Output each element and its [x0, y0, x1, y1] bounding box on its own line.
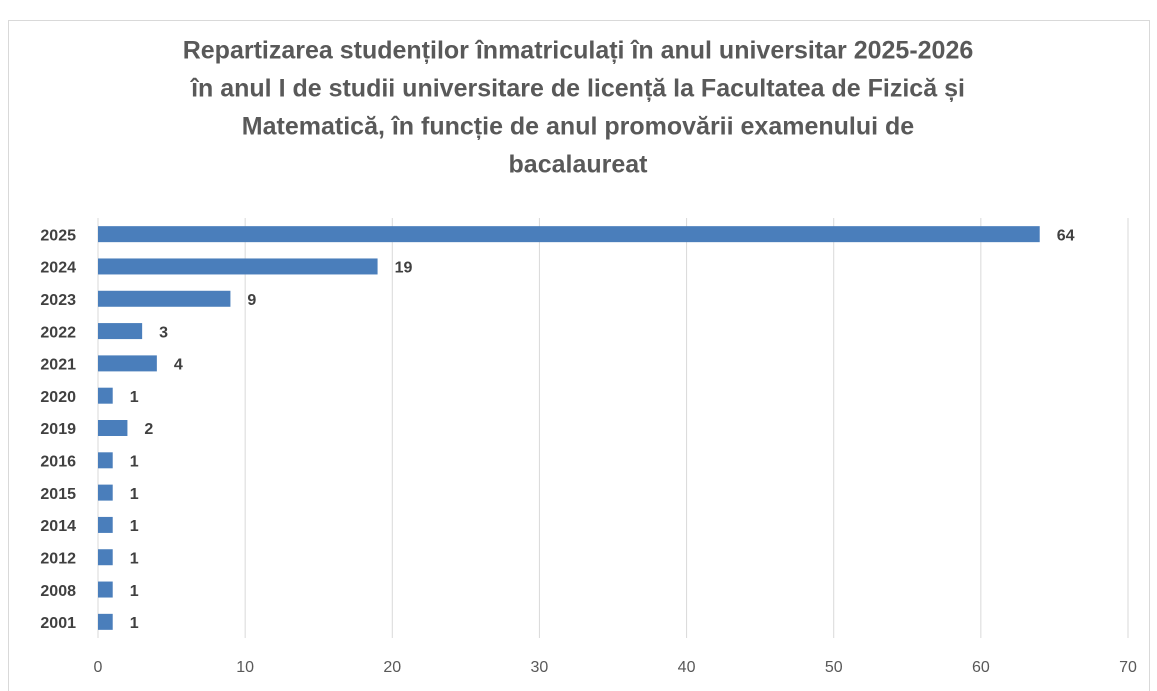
y-tick-label: 2024	[40, 260, 76, 277]
data-label: 9	[247, 292, 256, 309]
bar	[98, 290, 231, 307]
y-tick-label: 2022	[40, 324, 76, 341]
bar	[98, 549, 113, 566]
bar	[98, 355, 157, 372]
chart-title: în anul I de studii universitare de lice…	[189, 75, 965, 103]
bar	[98, 226, 1040, 243]
bar	[98, 420, 128, 436]
y-tick-label: 2008	[40, 583, 76, 600]
data-label: 1	[130, 518, 139, 535]
data-label: 1	[130, 486, 139, 503]
y-tick-label: 2012	[40, 550, 76, 567]
bar	[98, 452, 113, 469]
chart-title: Matematică, în funcție de anul promovări…	[242, 113, 914, 141]
bar	[98, 581, 113, 598]
y-tick-label: 2014	[40, 518, 76, 535]
x-tick-label: 70	[1119, 659, 1137, 676]
chart-title: bacalaureat	[509, 151, 649, 179]
data-label: 1	[130, 615, 139, 632]
x-tick-label: 10	[236, 659, 254, 676]
bar	[98, 516, 113, 533]
chart-frame	[8, 20, 1150, 691]
y-tick-label: 2019	[40, 421, 76, 438]
bar	[98, 258, 378, 275]
data-label: 19	[395, 260, 413, 277]
y-tick-label: 2015	[40, 486, 76, 503]
data-label: 1	[130, 583, 139, 600]
data-label: 4	[174, 357, 183, 374]
y-tick-label: 2016	[40, 454, 76, 471]
y-tick-label: 2025	[40, 227, 76, 244]
data-label: 2	[144, 421, 153, 438]
x-tick-label: 0	[94, 659, 103, 676]
x-tick-label: 40	[678, 659, 696, 676]
data-label: 64	[1057, 227, 1075, 244]
y-tick-label: 2021	[40, 357, 76, 374]
data-label: 1	[130, 389, 139, 406]
data-label: 1	[130, 454, 139, 471]
data-label: 1	[130, 550, 139, 567]
bar	[98, 484, 113, 501]
data-label: 3	[159, 324, 168, 341]
x-tick-label: 30	[531, 659, 549, 676]
x-tick-label: 50	[825, 659, 843, 676]
chart-title: Repartizarea studenților înmatriculați î…	[183, 37, 974, 65]
bar	[98, 613, 113, 630]
bar	[98, 323, 143, 340]
y-tick-label: 2020	[40, 389, 76, 406]
y-tick-label: 2001	[40, 615, 76, 632]
x-tick-label: 60	[972, 659, 990, 676]
y-tick-label: 2023	[40, 292, 76, 309]
x-tick-label: 20	[383, 659, 401, 676]
bar	[98, 387, 113, 404]
